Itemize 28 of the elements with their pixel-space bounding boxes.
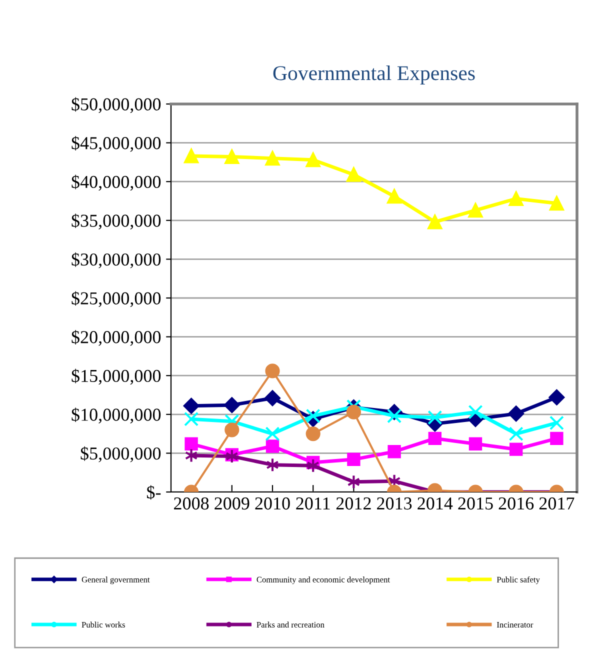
y-tick-label: $35,000,000: [72, 214, 161, 230]
x-tick-label: 2017: [539, 497, 574, 510]
legend-label: Parks and recreation: [256, 622, 324, 628]
y-tick-label: $5,000,000: [80, 446, 161, 462]
y-tick-label: $30,000,000: [72, 252, 161, 268]
y-tick-label: $40,000,000: [72, 174, 161, 191]
x-tick-label: 2014: [418, 497, 453, 510]
legend-label: General government: [82, 576, 150, 584]
y-tick-label: $50,000,000: [72, 97, 161, 114]
y-tick-label: $45,000,000: [72, 136, 161, 152]
y-tick-label: $-: [147, 485, 161, 500]
y-tick-label: $15,000,000: [72, 368, 161, 385]
x-tick-label: 2016: [498, 497, 534, 510]
x-tick-label: 2009: [214, 497, 250, 510]
legend-label: Incinerator: [496, 622, 534, 628]
x-tick-label: 2010: [255, 497, 290, 510]
legend-label: Public works: [82, 622, 125, 628]
x-tick-label: 2015: [458, 497, 493, 510]
y-tick-label: $10,000,000: [72, 408, 161, 424]
x-tick-label: 2013: [377, 497, 412, 510]
x-tick-label: 2008: [174, 497, 209, 510]
y-tick-label: $20,000,000: [72, 330, 161, 346]
legend-label: Community and economic development: [256, 576, 390, 584]
x-tick-label: 2011: [296, 497, 330, 510]
chart-title: Governmental Expenses: [273, 66, 475, 84]
y-tick-label: $25,000,000: [72, 291, 161, 308]
x-tick-label: 2012: [336, 497, 371, 510]
legend-label: Public safety: [496, 576, 540, 584]
